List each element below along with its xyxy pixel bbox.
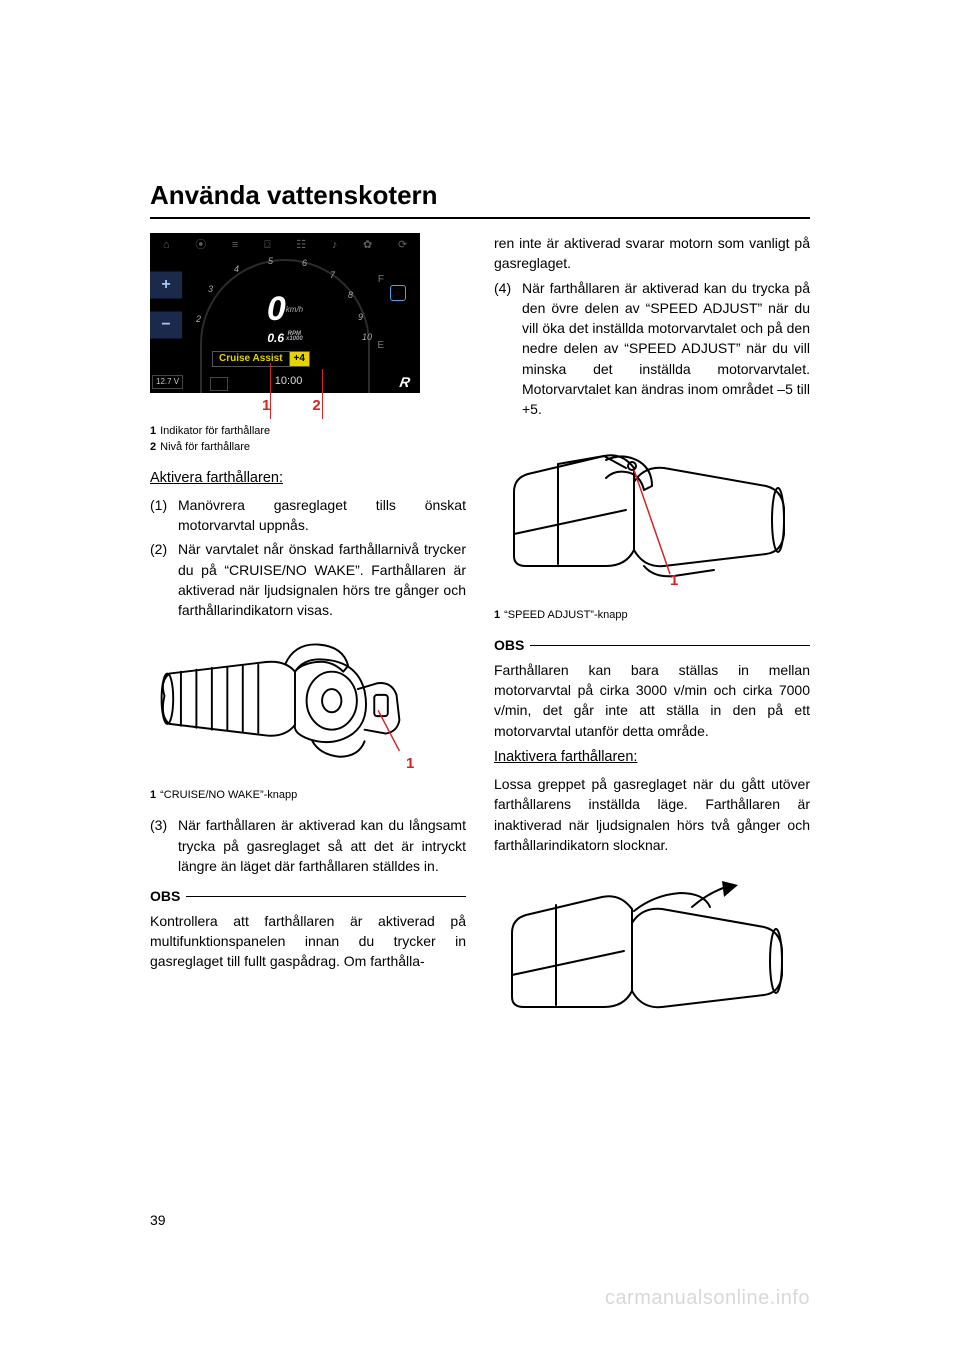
continuation-text: ren inte är aktiverad svarar motorn som … — [494, 233, 810, 274]
music-icon: ♪ — [332, 238, 338, 254]
settings-icon: ✿ — [363, 238, 372, 254]
speed-adjust-callout-number: 1 — [670, 570, 678, 592]
obs-label-right: OBS — [494, 635, 524, 655]
gauge-num-4: 4 — [234, 263, 239, 276]
gauge-num-5: 5 — [268, 255, 273, 268]
step-4: (4) När farthållaren är aktiverad kan du… — [494, 278, 810, 420]
obs-heading-left: OBS — [150, 886, 466, 906]
step-3-num: (3) — [150, 815, 178, 876]
obs-heading-right: OBS — [494, 635, 810, 655]
watermark: carmanualsonline.info — [605, 1287, 810, 1310]
speed-adjust-figure: 1 — [494, 438, 810, 603]
dashboard-figure: ⌂ ⦿ ≡ ⌼ ☷ ♪ ✿ ⟳ + − F E — [150, 233, 466, 417]
clock-readout: 10:00 — [275, 374, 303, 390]
left-column: ⌂ ⦿ ≡ ⌼ ☷ ♪ ✿ ⟳ + − F E — [150, 233, 466, 1042]
dashboard-bottom-bar: 12.7 V 10:00 R — [152, 373, 416, 391]
speed-adjust-legend-num: 1 — [494, 609, 500, 621]
location-icon: ⦿ — [195, 238, 206, 254]
step-4-text: När farthållaren är aktiverad kan du try… — [522, 278, 810, 420]
deactivate-heading: Inaktivera farthållaren: — [494, 747, 810, 768]
dashboard-figure-legend: 1 Indikator för farthållare 2 Nivå för far… — [150, 423, 466, 456]
page-title: Använda vattenskotern — [150, 180, 810, 211]
grid-icon: ☷ — [296, 238, 306, 254]
rpm-readout: 0.6RPMx1000 — [150, 330, 420, 347]
grip-legend-num: 1 — [150, 789, 156, 801]
obs-rule-left — [186, 896, 466, 897]
gauge-num-7: 7 — [330, 269, 335, 282]
gauge-num-6: 6 — [302, 257, 307, 270]
obs-label-left: OBS — [150, 886, 180, 906]
dashboard-screen: ⌂ ⦿ ≡ ⌼ ☷ ♪ ✿ ⟳ + − F E — [150, 233, 420, 393]
figure-callout-line-2 — [322, 369, 323, 419]
grip-legend-row: 1 “CRUISE/NO WAKE”-knapp — [150, 787, 466, 804]
speed-unit: km/h — [286, 305, 303, 314]
throttle-release-svg — [494, 873, 794, 1033]
throttle-grip-figure: 1 — [150, 633, 466, 783]
grip-legend-text: “CRUISE/NO WAKE”-knapp — [160, 789, 297, 801]
speed-value: 0 — [267, 285, 284, 334]
cruise-assist-level: +4 — [290, 351, 310, 367]
obs-rule-right — [530, 645, 810, 646]
figure-callout-line-1 — [270, 363, 271, 419]
grip-figure-legend: 1 “CRUISE/NO WAKE”-knapp — [150, 787, 466, 804]
menu-icon: ≡ — [232, 238, 238, 254]
two-column-layout: ⌂ ⦿ ≡ ⌼ ☷ ♪ ✿ ⟳ + − F E — [150, 233, 810, 1042]
step-1: (1) Manövrera gasreglaget tills önskat m… — [150, 495, 466, 536]
callout-number-2: 2 — [312, 395, 320, 417]
throttle-release-figure — [494, 873, 810, 1038]
home-icon: ⌂ — [163, 238, 170, 254]
obs-text-left: Kontrollera att farthållaren är aktivera… — [150, 911, 466, 972]
voltage-readout: 12.7 V — [152, 375, 183, 389]
manual-page: Använda vattenskotern ⌂ ⦿ ≡ ⌼ ☷ ♪ ✿ ⟳ — [0, 0, 960, 1358]
step-3-text: När farthållaren är aktiverad kan du lån… — [178, 815, 466, 876]
step-3: (3) När farthållaren är aktiverad kan du… — [150, 815, 466, 876]
legend-row-1: 1 Indikator för farthållare — [150, 423, 466, 440]
dashboard-top-icon-bar: ⌂ ⦿ ≡ ⌼ ☷ ♪ ✿ ⟳ — [150, 237, 420, 255]
throttle-grip-svg — [150, 633, 440, 778]
right-column: ren inte är aktiverad svarar motorn som … — [494, 233, 810, 1042]
activate-heading: Aktivera farthållaren: — [150, 468, 466, 489]
obs-text-right: Farthållaren kan bara ställas in mellan … — [494, 660, 810, 741]
rpm-unit: RPMx1000 — [286, 332, 303, 343]
step-2: (2) När varvtalet når önskad farthållarn… — [150, 539, 466, 620]
step-4-num: (4) — [494, 278, 522, 420]
step-1-num: (1) — [150, 495, 178, 536]
profile-icon: ⟳ — [398, 238, 407, 254]
legend-text-2: Nivå för farthållare — [160, 441, 250, 453]
display-icon: ⌼ — [264, 238, 271, 254]
legend-row-2: 2 Nivå för farthållare — [150, 439, 466, 456]
cruise-assist-indicator: Cruise Assist +4 — [212, 351, 310, 367]
cruise-assist-label: Cruise Assist — [212, 351, 290, 367]
speed-adjust-legend-text: “SPEED ADJUST”-knapp — [504, 609, 627, 621]
figure-callout-numbers: 1 2 — [262, 395, 466, 417]
page-number: 39 — [150, 1212, 166, 1228]
step-2-text: När varvtalet når önskad farthållarnivå … — [178, 539, 466, 620]
deactivate-text: Lossa greppet på gasreglaget när du gått… — [494, 774, 810, 855]
r-badge-icon: R — [393, 374, 418, 390]
speed-adjust-legend-row: 1 “SPEED ADJUST”-knapp — [494, 607, 810, 624]
speed-adjust-legend: 1 “SPEED ADJUST”-knapp — [494, 607, 810, 624]
step-2-num: (2) — [150, 539, 178, 620]
speed-adjust-svg — [494, 438, 794, 598]
legend-num-2: 2 — [150, 441, 156, 453]
speed-readout: 0km/h 0.6RPMx1000 — [150, 285, 420, 348]
grip-callout-number: 1 — [406, 753, 414, 775]
legend-num-1: 1 — [150, 425, 156, 437]
step-1-text: Manövrera gasreglaget tills önskat motor… — [178, 495, 466, 536]
rpm-value: 0.6 — [267, 331, 284, 345]
compass-icon — [210, 377, 228, 391]
title-rule — [150, 217, 810, 219]
legend-text-1: Indikator för farthållare — [160, 425, 270, 437]
